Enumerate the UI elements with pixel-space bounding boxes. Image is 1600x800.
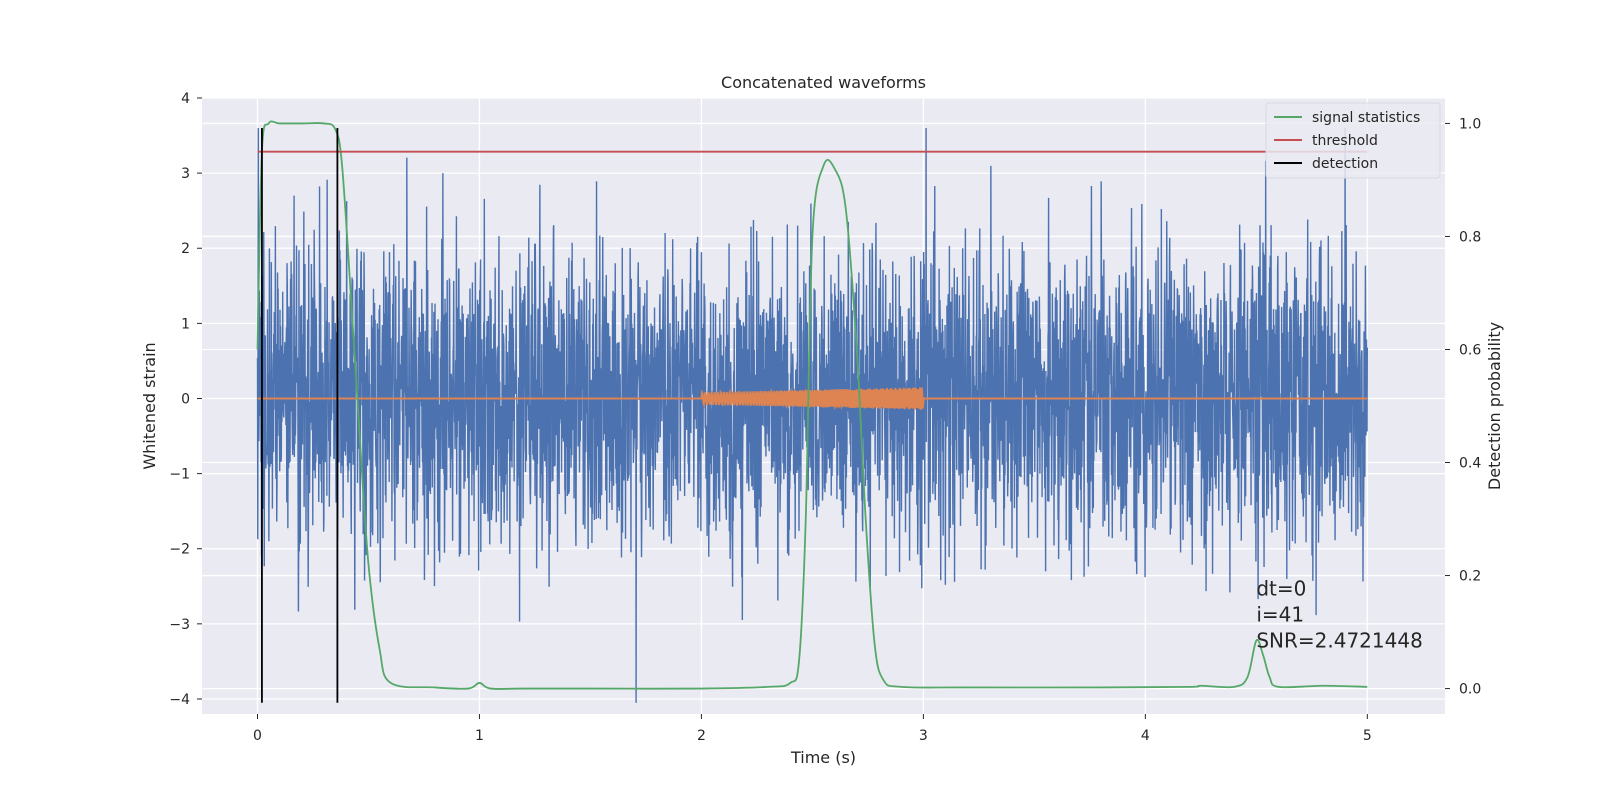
y-tick-label: 3 (181, 166, 190, 182)
signal-statistics-line (256, 120, 1368, 690)
y-tick-label: −1 (169, 467, 190, 483)
legend: signal statistics threshold detection (1265, 102, 1441, 179)
x-tick-label: 5 (1363, 728, 1372, 744)
annotation-line: i=41 (1256, 603, 1304, 627)
legend-label: signal statistics (1312, 110, 1420, 126)
annotation-line: dt=0 (1256, 577, 1306, 601)
annotation-line: SNR=2.4721448 (1256, 629, 1422, 653)
x-tick-label: 3 (919, 728, 928, 744)
y-tick-label: 0 (181, 391, 190, 407)
chart-title: Concatenated waveforms (721, 73, 926, 92)
x-tick-label: 0 (253, 728, 262, 744)
y-tick-label: 1 (181, 316, 190, 332)
y-axis-label: Whitened strain (140, 342, 159, 469)
y2-tick-label: 0.2 (1459, 569, 1481, 585)
y-tick-label: −3 (169, 617, 190, 633)
y2-tick-label: 0.0 (1459, 682, 1481, 698)
y-tick-label: −2 (169, 542, 190, 558)
legend-label: detection (1312, 156, 1378, 172)
noise-series-line (256, 128, 1369, 703)
y-tick-label: 4 (181, 91, 190, 107)
axes: 0 1 2 3 4 5 −4 −3 −2 −1 0 1 2 3 4 0.0 0.2 0.4 0.6 0.8 1.0 (169, 91, 1481, 744)
x-tick-label: 1 (475, 728, 484, 744)
x-tick-label: 2 (697, 728, 706, 744)
x-tick-label: 4 (1141, 728, 1150, 744)
y-tick-label: −4 (169, 692, 190, 708)
y2-axis-label: Detection probability (1485, 322, 1504, 490)
chirp-series-line (257, 387, 1368, 410)
legend-label: threshold (1312, 133, 1378, 149)
y2-tick-label: 0.8 (1459, 229, 1481, 245)
legend-box (1265, 102, 1441, 179)
y2-tick-label: 1.0 (1459, 116, 1481, 132)
y-tick-label: 2 (181, 241, 190, 257)
y2-tick-label: 0.6 (1459, 342, 1481, 358)
y2-tick-label: 0.4 (1459, 456, 1481, 472)
x-axis-label: Time (s) (790, 748, 856, 767)
series-layer (256, 120, 1369, 703)
